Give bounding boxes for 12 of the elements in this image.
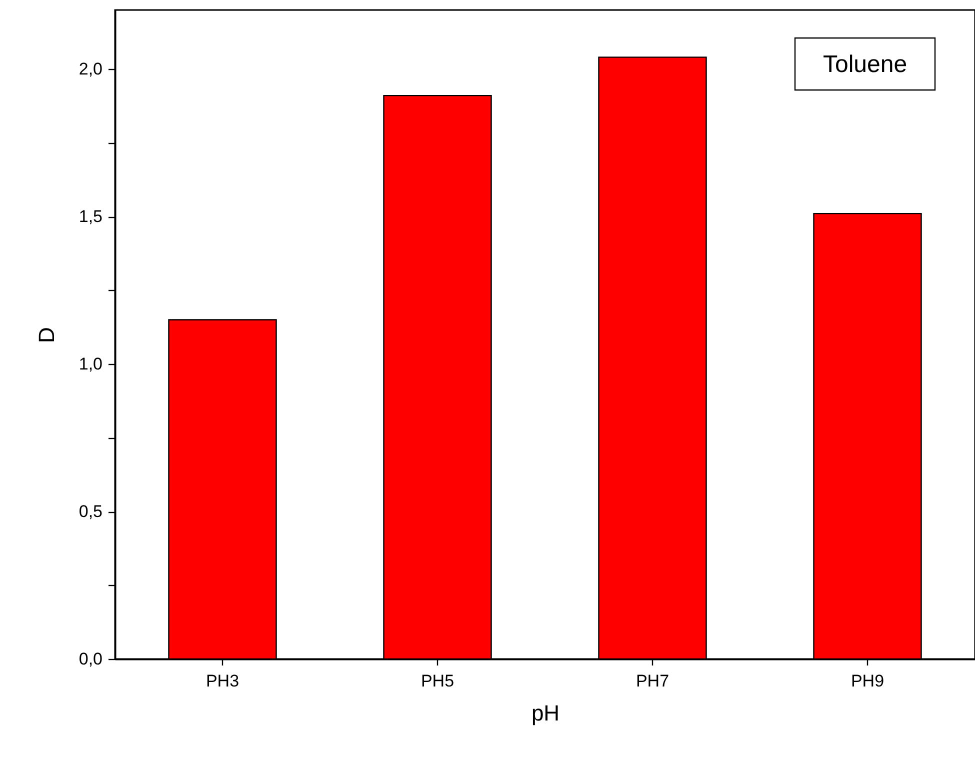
y-axis-title: D xyxy=(34,327,59,343)
y-tick-label: 1,5 xyxy=(78,207,102,226)
x-tick-label: PH7 xyxy=(636,672,670,690)
y-tick-label: 2,0 xyxy=(78,60,102,78)
x-tick-label: PH5 xyxy=(420,672,454,690)
x-tick-label: PH9 xyxy=(850,672,884,690)
x-axis-title: pH xyxy=(531,700,560,726)
y-tick-label: 0,5 xyxy=(78,502,102,521)
x-tick-label: PH3 xyxy=(206,672,240,690)
y-tick-label: 1,0 xyxy=(78,354,102,374)
annotation: Toluene xyxy=(822,51,908,78)
y-tick-label: 0,0 xyxy=(78,650,102,668)
